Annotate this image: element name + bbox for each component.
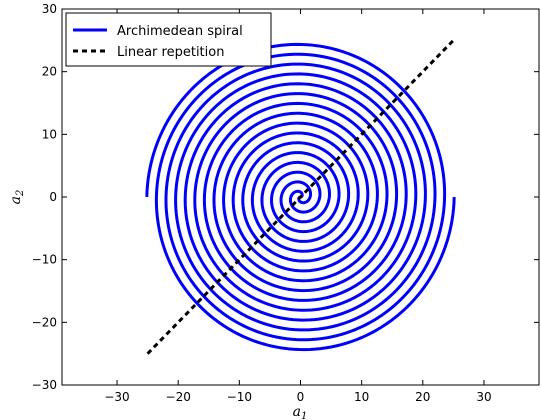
x-tick-label: 30 bbox=[476, 390, 491, 404]
x-tick-label: −10 bbox=[227, 390, 252, 404]
legend-label-linear: Linear repetition bbox=[117, 45, 224, 60]
x-tick-label: 0 bbox=[297, 390, 305, 404]
y-tick-label: −10 bbox=[32, 253, 57, 267]
spiral-branch-mirrored bbox=[145, 42, 447, 342]
y-tick-label: 10 bbox=[42, 127, 57, 141]
x-tick-label: −20 bbox=[166, 390, 191, 404]
legend-label-spiral: Archimedean spiral bbox=[117, 24, 243, 39]
x-tick-label: 20 bbox=[415, 390, 430, 404]
y-tick-label: 20 bbox=[42, 65, 57, 79]
legend: Archimedean spiral Linear repetition bbox=[65, 12, 272, 67]
x-axis-label: a1 bbox=[293, 404, 308, 420]
ticks-layer: −30 −20 −10 0 10 20 30 −30 −20 −10 0 10 20 30 bbox=[32, 2, 539, 404]
y-tick-label: −20 bbox=[32, 315, 57, 329]
y-axis-label-sub: 2 bbox=[15, 190, 26, 197]
linear-repetition-line bbox=[146, 39, 455, 355]
spiral-branch-primary bbox=[154, 52, 456, 352]
y-axis-label: a2 bbox=[8, 190, 26, 205]
legend-box bbox=[65, 12, 272, 67]
y-tick-label: −30 bbox=[32, 378, 57, 392]
series-layer bbox=[145, 39, 456, 355]
x-axis-label-sub: 1 bbox=[301, 411, 307, 420]
x-tick-label: −30 bbox=[104, 390, 129, 404]
y-tick-label: 30 bbox=[42, 2, 57, 16]
y-axis-label-base: a bbox=[8, 196, 24, 204]
x-axis-label-base: a bbox=[293, 404, 301, 420]
x-tick-label: 10 bbox=[354, 390, 369, 404]
y-tick-label: 0 bbox=[49, 190, 57, 204]
